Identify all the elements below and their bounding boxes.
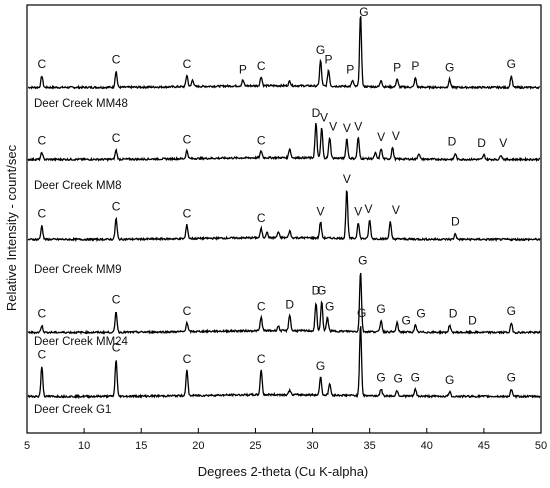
peak-label: D [312, 284, 321, 298]
peak-label: P [346, 63, 354, 77]
peak-label: C [112, 200, 121, 214]
peak-label: C [38, 207, 47, 221]
trace-0 [27, 16, 541, 91]
peak-label: G [507, 371, 516, 385]
peak-label: C [38, 348, 47, 362]
x-tick-label: 45 [478, 440, 490, 452]
peak-label: C [38, 307, 47, 321]
plot-border [26, 4, 542, 434]
plot-frame [26, 4, 542, 434]
x-tick-label: 40 [421, 440, 433, 452]
peak-label: V [392, 203, 400, 217]
peak-label: G [357, 306, 366, 320]
trace-2 [27, 190, 541, 243]
peak-label: D [448, 135, 457, 149]
peak-label: P [393, 60, 401, 74]
peak-label: C [257, 211, 266, 225]
peak-label: C [112, 52, 121, 66]
peak-label: C [183, 132, 192, 146]
x-tick-label: 10 [78, 440, 90, 452]
series-traces [27, 16, 541, 400]
peak-label: G [359, 5, 368, 19]
sample-labels: Deer Creek MM48 Deer Creek MM8 Deer Creek … [34, 98, 129, 416]
peak-label: V [320, 111, 328, 125]
peak-label: P [325, 52, 333, 66]
peak-label: C [257, 300, 266, 314]
peak-label: G [445, 373, 454, 387]
sample-label: Deer Creek G1 [34, 404, 111, 416]
peak-label: C [183, 304, 192, 318]
peak-label: D [312, 106, 321, 120]
peak-label: G [507, 304, 516, 318]
peak-label: V [499, 136, 507, 150]
peak-label: D [468, 313, 477, 327]
peak-label: C [112, 131, 121, 145]
peak-label: C [257, 134, 266, 148]
peak-label: P [411, 59, 419, 73]
y-axis-title: Relative Intensity - count/sec [4, 144, 19, 311]
peak-label: C [257, 59, 266, 73]
peak-label: C [257, 352, 266, 366]
peak-label: V [354, 120, 362, 134]
x-tick-label: 50 [535, 440, 547, 452]
peak-label: V [354, 204, 362, 218]
peak-label: G [316, 359, 325, 373]
peak-label: C [112, 293, 121, 307]
sample-label: Deer Creek MM24 [34, 336, 129, 348]
sample-label: Deer Creek MM9 [34, 264, 122, 276]
peak-label: G [317, 284, 326, 298]
peak-label: C [38, 134, 47, 148]
peak-label: G [376, 302, 385, 316]
peak-label: V [377, 130, 385, 144]
peak-label: V [329, 120, 337, 134]
peak-label: G [411, 371, 420, 385]
peak-label: D [285, 297, 294, 311]
trace-3 [27, 272, 541, 336]
peak-label: G [507, 57, 516, 71]
peak-label: V [365, 202, 373, 216]
x-tick-label: 25 [249, 440, 261, 452]
peak-label: G [416, 307, 425, 321]
x-tick-label: 35 [364, 440, 376, 452]
peak-label: C [38, 57, 47, 71]
peak-label: G [394, 372, 403, 386]
peak-label: V [343, 172, 351, 186]
x-tick-label: 30 [306, 440, 318, 452]
trace-1 [27, 122, 541, 163]
peak-label: G [358, 254, 367, 268]
sample-label: Deer Creek MM48 [34, 98, 128, 110]
peak-label: D [449, 307, 458, 321]
peak-label: V [317, 204, 325, 218]
x-tick-label: 15 [135, 440, 147, 452]
peak-label: G [325, 300, 334, 314]
peak-label: G [445, 60, 454, 74]
x-axis-title: Degrees 2-theta (Cu K-alpha) [198, 464, 369, 479]
peak-label: C [183, 57, 192, 71]
peak-label: D [451, 215, 460, 229]
peak-label: G [402, 313, 411, 327]
peak-label: C [112, 341, 121, 355]
x-tick-label: 20 [192, 440, 204, 452]
peak-label: G [316, 43, 325, 57]
peak-label: G [376, 371, 385, 385]
peak-label: V [343, 121, 351, 135]
peak-label: P [239, 63, 247, 77]
trace-4 [27, 326, 541, 400]
peak-label: C [183, 207, 192, 221]
peak-label: D [477, 136, 486, 150]
sample-label: Deer Creek MM8 [34, 180, 122, 192]
x-axis-ticks: 5 10 15 20 25 30 35 40 45 50 [24, 428, 547, 452]
x-tick-label: 5 [24, 440, 30, 452]
peak-label: V [392, 129, 400, 143]
peak-label: C [183, 352, 192, 366]
